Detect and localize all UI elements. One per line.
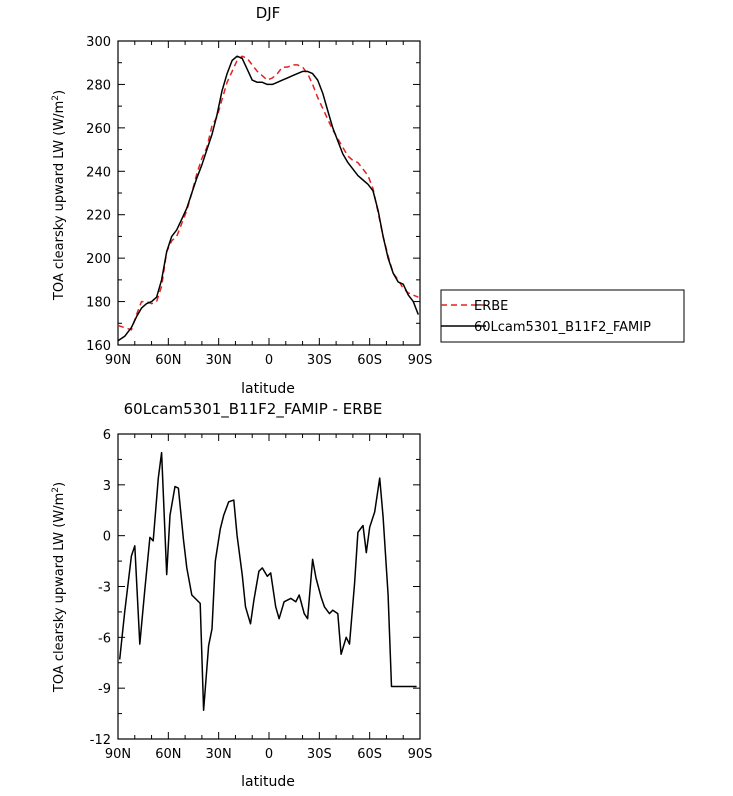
top-plot-frame: [117, 40, 421, 346]
top-series-60lcam5301-b11f2-famip-line: [117, 55, 419, 342]
bottom-y-tick-label: 3: [103, 479, 111, 494]
bottom-x-tick-label: 90N: [105, 747, 131, 762]
top-x-axis-label: latitude: [241, 381, 295, 397]
top-y-tick-label: 260: [86, 122, 111, 137]
bottom-x-tick-label: 60S: [357, 747, 382, 762]
bottom-x-tick-label: 0: [265, 747, 273, 762]
top-y-tick-label: 280: [86, 78, 111, 93]
bottom-y-tick-label: -9: [98, 682, 111, 697]
top-y-tick-label: 160: [86, 339, 111, 354]
top-x-tick-label: 30S: [307, 353, 332, 368]
bottom-y-axis-label: TOA clearsky upward LW (W/m2): [51, 482, 67, 693]
bottom-x-axis-label: latitude: [241, 774, 295, 790]
bottom-x-tick-label: 90S: [408, 747, 433, 762]
bottom-y-tick-label: -12: [90, 733, 111, 748]
top-y-tick-label: 220: [86, 209, 111, 224]
top-series-erbe-line: [117, 55, 419, 331]
top-chart: DJF 90N 60N 30N 0 30S 60S 90S16018020022024026…: [51, 4, 685, 397]
top-x-tick-label: 60S: [357, 353, 382, 368]
top-y-axis-label-end: ): [52, 90, 67, 95]
bottom-x-tick-label: 60N: [155, 747, 181, 762]
top-y-axis-label-sup: 2: [51, 95, 61, 101]
bottom-series-0-line: [118, 451, 417, 711]
bottom-chart: 60Lcam5301_B11F2_FAMIP - ERBE 90N 60N 30N 0…: [51, 400, 432, 790]
top-x-tick-label: 60N: [155, 353, 181, 368]
bottom-x-tick-label: 30N: [206, 747, 232, 762]
top-plot-area: 90N 60N 30N 0 30S 60S 90S 160 180 200 220 240 260 280…: [86, 35, 432, 368]
top-chart-title: DJF: [256, 4, 281, 22]
top-x-tick-label: 30N: [206, 353, 232, 368]
top-x-tick-label: 0: [265, 353, 273, 368]
bottom-y-tick-label: 6: [103, 428, 111, 443]
legend-label-model: 60Lcam5301_B11F2_FAMIP: [474, 320, 651, 335]
top-x-tick-label: 90N: [105, 353, 131, 368]
bottom-plot-area: 90N 60N 30N 0 30S 60S 90S -12 -9 -6 -3 0 3 6: [90, 428, 433, 762]
top-y-axis-label: TOA clearsky upward LW (W/m2): [51, 90, 67, 301]
legend-label-erbe: ERBE: [474, 299, 508, 314]
top-x-tick-label: 90S: [408, 353, 433, 368]
top-y-axis-label-main: TOA clearsky upward LW (W/m: [52, 101, 67, 301]
legend: ERBE 60Lcam5301_B11F2_FAMIP: [440, 289, 685, 343]
top-y-tick-label: 180: [86, 296, 111, 311]
bottom-y-tick-label: 0: [103, 530, 111, 545]
bottom-y-axis-label-end: ): [52, 482, 67, 487]
bottom-chart-title: 60Lcam5301_B11F2_FAMIP - ERBE: [124, 400, 383, 419]
bottom-x-tick-label: 30S: [307, 747, 332, 762]
legend-box: [440, 289, 685, 343]
bottom-y-tick-label: -6: [98, 631, 111, 646]
top-y-tick-label: 200: [86, 252, 111, 267]
top-y-tick-label: 300: [86, 35, 111, 50]
top-y-tick-label: 240: [86, 165, 111, 180]
bottom-y-axis-label-main: TOA clearsky upward LW (W/m: [52, 493, 67, 693]
bottom-y-axis-label-sup: 2: [51, 487, 61, 493]
bottom-y-tick-label: -3: [98, 581, 111, 596]
